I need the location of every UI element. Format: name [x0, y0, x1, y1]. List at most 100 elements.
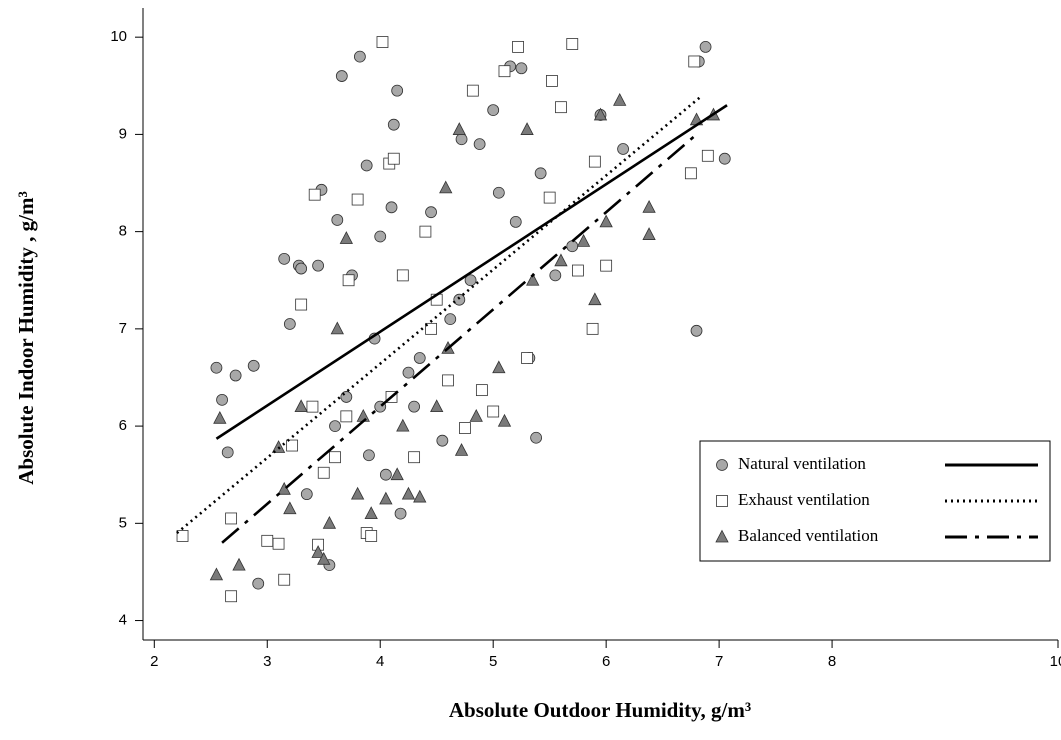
point	[413, 489, 427, 503]
point	[351, 193, 364, 206]
y-tick-label: 4	[119, 612, 127, 629]
point	[455, 133, 468, 146]
point	[308, 188, 321, 201]
point	[566, 240, 579, 253]
point	[295, 298, 308, 311]
legend-box	[699, 440, 1051, 562]
x-tick-label: 2	[150, 653, 158, 670]
point	[466, 84, 479, 97]
point	[452, 122, 466, 135]
point	[374, 230, 387, 243]
point	[554, 253, 568, 267]
y-tick-label: 9	[119, 125, 127, 142]
point	[247, 359, 260, 372]
point	[588, 155, 601, 168]
point	[221, 446, 234, 459]
point	[408, 400, 421, 413]
point	[209, 567, 224, 581]
x-tick-label: 3	[263, 653, 271, 670]
point	[555, 101, 567, 114]
point	[300, 488, 313, 501]
point	[442, 374, 454, 387]
point	[401, 486, 416, 500]
point	[330, 321, 344, 335]
x-tick-label: 7	[715, 653, 723, 670]
fit-line	[221, 133, 698, 544]
point	[286, 439, 299, 452]
point	[444, 313, 457, 326]
point	[216, 393, 228, 406]
point	[521, 352, 533, 364]
fit-line	[176, 94, 703, 535]
point	[252, 577, 265, 590]
point	[402, 366, 415, 379]
point	[425, 206, 437, 219]
y-tick-label: 10	[110, 28, 127, 45]
point	[509, 216, 522, 228]
point	[492, 360, 506, 374]
point	[396, 269, 409, 282]
legend-label: Exhaust ventilation	[738, 490, 870, 509]
point	[688, 55, 701, 68]
y-tick-label: 7	[119, 320, 127, 337]
y-axis-label: Absolute Indoor Humidity , g/m³	[14, 191, 38, 485]
x-tick-label: 5	[489, 653, 497, 670]
x-tick-label: 8	[828, 653, 836, 670]
point	[225, 512, 238, 525]
point	[497, 413, 512, 427]
point	[530, 431, 543, 444]
point	[419, 225, 432, 238]
y-tick-label: 5	[119, 514, 127, 531]
point	[294, 399, 308, 413]
point	[600, 259, 613, 272]
point	[543, 191, 556, 204]
point	[317, 551, 331, 565]
point	[335, 70, 348, 82]
point	[396, 418, 410, 432]
point	[342, 274, 355, 287]
point	[329, 451, 341, 464]
fit-line	[215, 104, 728, 440]
point	[487, 405, 500, 418]
point	[526, 272, 540, 286]
point	[363, 449, 375, 462]
point	[520, 122, 534, 135]
point	[642, 199, 656, 213]
point	[487, 104, 500, 116]
legend-label: Balanced ventilation	[738, 526, 879, 545]
point	[439, 180, 453, 194]
point	[340, 410, 353, 423]
point	[715, 529, 729, 543]
point	[430, 399, 444, 413]
point	[459, 422, 471, 434]
point	[385, 201, 398, 214]
point	[225, 590, 238, 603]
point	[387, 152, 400, 165]
point	[599, 214, 613, 228]
point	[340, 391, 353, 403]
point	[312, 259, 324, 272]
point	[716, 495, 728, 507]
point	[261, 534, 274, 547]
point	[498, 65, 511, 78]
point	[295, 262, 308, 275]
point	[425, 322, 437, 335]
point	[473, 138, 486, 151]
point	[436, 434, 449, 447]
point	[277, 481, 291, 495]
point	[613, 93, 627, 106]
point	[566, 38, 579, 50]
point	[306, 400, 319, 413]
point	[278, 573, 291, 586]
point	[365, 530, 378, 542]
point	[576, 233, 591, 247]
point	[176, 530, 189, 542]
point	[364, 506, 378, 519]
point	[376, 36, 389, 48]
point	[391, 84, 404, 97]
point	[469, 409, 483, 422]
point	[278, 252, 291, 265]
x-axis-label: Absolute Outdoor Humidity, g/m³	[449, 698, 751, 722]
point	[642, 227, 656, 240]
